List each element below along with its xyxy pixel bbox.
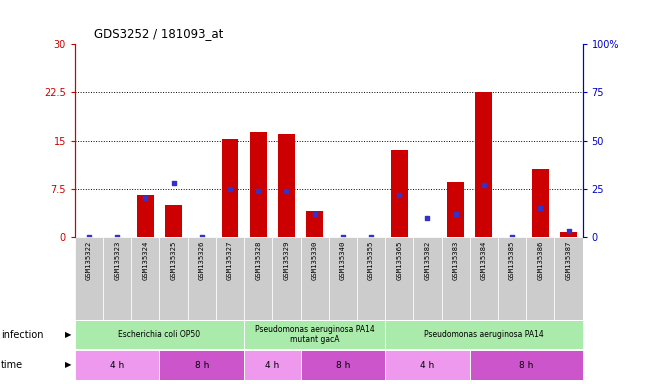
Text: 4 h: 4 h xyxy=(265,361,279,369)
Bar xyxy=(357,237,385,319)
Text: GSM135326: GSM135326 xyxy=(199,241,205,280)
Text: Escherichia coli OP50: Escherichia coli OP50 xyxy=(118,330,201,339)
Text: 8 h: 8 h xyxy=(336,361,350,369)
Text: GSM135322: GSM135322 xyxy=(86,241,92,280)
Bar xyxy=(306,211,323,237)
Text: GSM135323: GSM135323 xyxy=(114,241,120,280)
Text: ▶: ▶ xyxy=(65,330,72,339)
Point xyxy=(563,228,574,234)
Bar xyxy=(137,195,154,237)
Bar xyxy=(221,139,238,237)
Bar xyxy=(385,320,583,349)
Bar xyxy=(498,237,526,319)
Text: GSM135329: GSM135329 xyxy=(283,241,290,280)
Point xyxy=(507,234,518,240)
Bar xyxy=(447,182,464,237)
Point xyxy=(394,192,404,198)
Text: GSM135365: GSM135365 xyxy=(396,241,402,280)
Point xyxy=(366,234,376,240)
Point xyxy=(281,188,292,194)
Bar xyxy=(75,237,103,319)
Bar xyxy=(216,237,244,319)
Point xyxy=(140,195,150,202)
Bar xyxy=(470,351,583,379)
Text: GSM135383: GSM135383 xyxy=(452,241,459,280)
Text: GDS3252 / 181093_at: GDS3252 / 181093_at xyxy=(94,27,224,40)
Text: time: time xyxy=(1,360,23,370)
Bar xyxy=(329,237,357,319)
Bar xyxy=(301,237,329,319)
Bar xyxy=(250,132,267,237)
Point xyxy=(450,211,461,217)
Text: GSM135324: GSM135324 xyxy=(143,241,148,280)
Bar xyxy=(301,351,385,379)
Bar xyxy=(244,320,385,349)
Point xyxy=(112,234,122,240)
Bar xyxy=(526,237,555,319)
Point xyxy=(535,205,546,211)
Text: GSM135340: GSM135340 xyxy=(340,241,346,280)
Bar xyxy=(560,232,577,237)
Text: Pseudomonas aeruginosa PA14
mutant gacA: Pseudomonas aeruginosa PA14 mutant gacA xyxy=(255,325,374,344)
Bar xyxy=(555,237,583,319)
Bar xyxy=(385,237,413,319)
Bar xyxy=(475,93,492,237)
Bar xyxy=(532,169,549,237)
Point xyxy=(197,234,207,240)
Text: 8 h: 8 h xyxy=(519,361,533,369)
Text: ▶: ▶ xyxy=(65,361,72,369)
Bar xyxy=(75,351,159,379)
Text: GSM135387: GSM135387 xyxy=(566,241,572,280)
Text: 4 h: 4 h xyxy=(421,361,435,369)
Point xyxy=(84,234,94,240)
Bar xyxy=(244,237,272,319)
Text: GSM135384: GSM135384 xyxy=(481,241,487,280)
Bar xyxy=(244,351,301,379)
Text: 8 h: 8 h xyxy=(195,361,209,369)
Point xyxy=(225,186,235,192)
Point xyxy=(422,215,433,221)
Point xyxy=(309,211,320,217)
Bar xyxy=(165,205,182,237)
Text: 4 h: 4 h xyxy=(110,361,124,369)
Bar xyxy=(413,237,441,319)
Bar xyxy=(159,237,187,319)
Bar xyxy=(278,134,295,237)
Bar xyxy=(132,237,159,319)
Text: GSM135328: GSM135328 xyxy=(255,241,261,280)
Text: GSM135385: GSM135385 xyxy=(509,241,515,280)
Point xyxy=(478,182,489,188)
Text: GSM135325: GSM135325 xyxy=(171,241,176,280)
Text: Pseudomonas aeruginosa PA14: Pseudomonas aeruginosa PA14 xyxy=(424,330,544,339)
Text: GSM135382: GSM135382 xyxy=(424,241,430,280)
Bar xyxy=(75,320,244,349)
Point xyxy=(253,188,264,194)
Text: GSM135330: GSM135330 xyxy=(312,241,318,280)
Text: GSM135355: GSM135355 xyxy=(368,241,374,280)
Point xyxy=(338,234,348,240)
Text: GSM135327: GSM135327 xyxy=(227,241,233,280)
Text: GSM135386: GSM135386 xyxy=(537,241,544,280)
Point xyxy=(169,180,179,186)
Bar xyxy=(441,237,470,319)
Bar xyxy=(391,150,408,237)
Bar xyxy=(187,237,216,319)
Bar xyxy=(272,237,301,319)
Text: infection: infection xyxy=(1,330,43,340)
Bar xyxy=(103,237,132,319)
Bar xyxy=(159,351,244,379)
Bar xyxy=(385,351,470,379)
Bar xyxy=(470,237,498,319)
